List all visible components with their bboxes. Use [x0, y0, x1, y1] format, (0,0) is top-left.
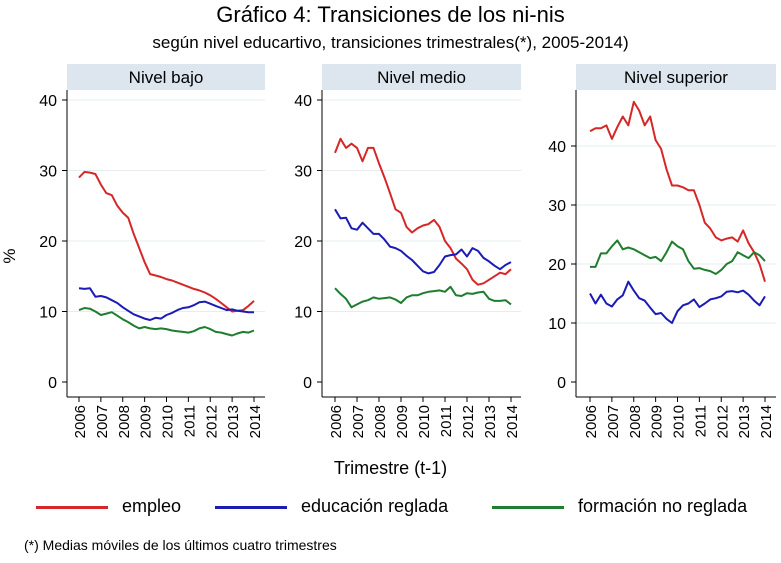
x-tick-label-nivel-superior-2011: 2011	[692, 405, 709, 437]
x-tick-label-nivel-bajo-2014: 2014	[247, 405, 264, 438]
panel-title-nivel-superior: Nivel superior	[624, 68, 728, 87]
y-tick-label-nivel-medio-40: 40	[294, 93, 312, 110]
y-tick-label-nivel-bajo-30: 30	[39, 164, 57, 181]
panel-header-nivel-bajo	[67, 64, 265, 90]
x-tick-label-nivel-bajo-2006: 2006	[72, 405, 89, 438]
series-line-nivel-superior-educacion-reglada	[589, 280, 766, 324]
x-tick-label-nivel-bajo-2008: 2008	[116, 405, 133, 438]
series-line-nivel-bajo-formacion-no-reglada	[78, 307, 255, 337]
y-tick-label-nivel-bajo-0: 0	[48, 375, 57, 392]
x-tick-label-nivel-medio-2011: 2011	[438, 405, 455, 437]
series-line-nivel-medio-formacion-no-reglada	[334, 285, 512, 309]
legend-swatch-educacion-reglada	[215, 506, 287, 509]
series-line-nivel-superior-formacion-no-reglada	[590, 239, 766, 275]
x-tick-label-nivel-superior-2014: 2014	[758, 405, 775, 438]
legend-item-empleo: empleo	[36, 496, 206, 520]
x-tick-label-nivel-superior-2006: 2006	[583, 405, 600, 438]
legend-item-educacion-reglada: educación reglada	[215, 496, 485, 520]
x-tick-label-nivel-medio-2012: 2012	[460, 405, 477, 438]
series-line-nivel-superior-empleo	[589, 100, 766, 282]
x-tick-label-nivel-medio-2010: 2010	[416, 405, 433, 438]
y-tick-label-nivel-superior-30: 30	[548, 198, 566, 215]
y-tick-label-nivel-medio-0: 0	[303, 375, 312, 392]
y-tick-label-nivel-superior-10: 10	[548, 316, 566, 333]
x-tick-label-nivel-bajo-2007: 2007	[94, 405, 111, 438]
x-tick-label-nivel-medio-2006: 2006	[328, 405, 345, 438]
chart-subtitle: según nivel educartivo, transiciones tri…	[152, 33, 629, 52]
panel-header-nivel-medio	[322, 64, 521, 90]
x-tick-label-nivel-bajo-2013: 2013	[225, 405, 242, 438]
series-line-nivel-bajo-educacion-reglada	[78, 287, 254, 321]
y-tick-label-nivel-bajo-40: 40	[39, 93, 57, 110]
legend-label-educacion-reglada: educación reglada	[301, 496, 449, 516]
x-tick-label-nivel-medio-2007: 2007	[350, 405, 367, 438]
x-tick-label-nivel-medio-2013: 2013	[482, 405, 499, 438]
panel-title-nivel-medio: Nivel medio	[377, 68, 466, 87]
legend-label-formacion-no-reglada: formación no reglada	[578, 496, 748, 516]
x-tick-label-nivel-superior-2010: 2010	[671, 405, 688, 438]
x-tick-label-nivel-superior-2008: 2008	[627, 405, 644, 438]
y-tick-label-nivel-medio-30: 30	[294, 164, 312, 181]
y-tick-label-nivel-bajo-20: 20	[39, 234, 57, 251]
x-tick-label-nivel-superior-2009: 2009	[649, 405, 666, 438]
y-tick-label-nivel-superior-40: 40	[548, 139, 566, 156]
series-line-nivel-bajo-empleo	[78, 170, 255, 313]
x-tick-label-nivel-bajo-2009: 2009	[138, 405, 155, 438]
series-line-nivel-medio-educacion-reglada	[334, 208, 512, 275]
x-tick-label-nivel-bajo-2012: 2012	[203, 405, 220, 438]
y-tick-label-nivel-medio-20: 20	[294, 234, 312, 251]
x-tick-label-nivel-bajo-2011: 2011	[181, 405, 198, 437]
x-tick-label-nivel-superior-2013: 2013	[736, 405, 753, 438]
y-axis-label: %	[0, 248, 19, 264]
legend-swatch-empleo	[36, 506, 108, 509]
panel-header-nivel-superior	[576, 64, 776, 90]
x-tick-label-nivel-medio-2009: 2009	[394, 405, 411, 438]
legend-item-formacion-no-reglada: formación no reglada	[492, 496, 777, 520]
y-tick-label-nivel-bajo-10: 10	[39, 305, 57, 322]
x-axis-label: Trimestre (t-1)	[333, 458, 448, 478]
panel-title-nivel-bajo: Nivel bajo	[129, 68, 204, 87]
footnote: (*) Medias móviles de los últimos cuatro…	[24, 537, 337, 553]
series-line-nivel-medio-empleo	[334, 137, 512, 286]
legend-label-empleo: empleo	[122, 496, 182, 516]
x-tick-label-nivel-superior-2012: 2012	[714, 405, 731, 438]
y-tick-label-nivel-superior-0: 0	[557, 375, 566, 392]
x-tick-label-nivel-medio-2008: 2008	[372, 405, 389, 438]
chart-title: Gráfico 4: Transiciones de los ni-nis	[216, 2, 565, 27]
legend-swatch-formacion-no-reglada	[492, 506, 564, 509]
y-tick-label-nivel-medio-10: 10	[294, 305, 312, 322]
x-tick-label-nivel-superior-2007: 2007	[605, 405, 622, 438]
y-tick-label-nivel-superior-20: 20	[548, 257, 566, 274]
x-tick-label-nivel-medio-2014: 2014	[504, 405, 521, 438]
x-tick-label-nivel-bajo-2010: 2010	[160, 405, 177, 438]
